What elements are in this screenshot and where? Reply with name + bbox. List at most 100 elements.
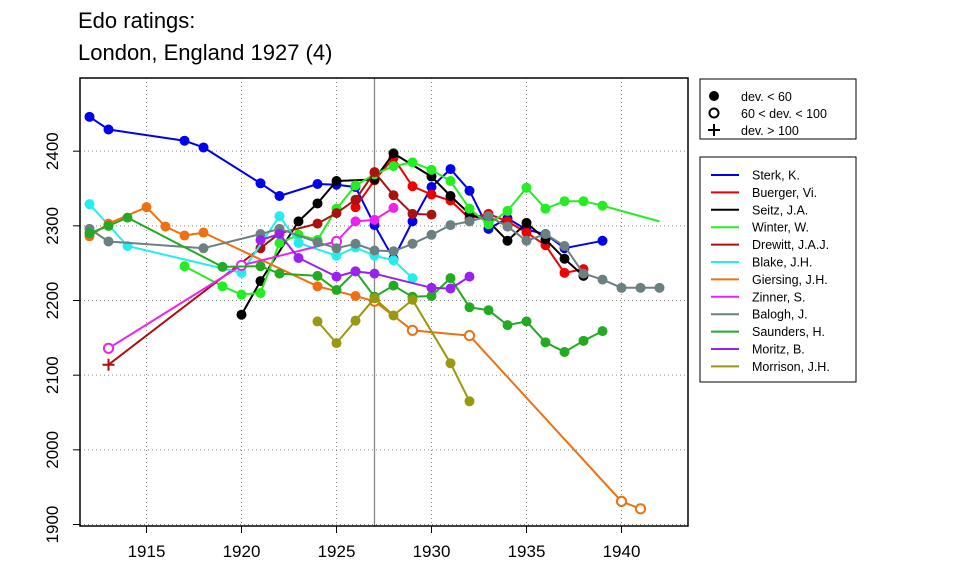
data-point: [426, 189, 437, 200]
data-point: [578, 196, 589, 207]
legend-item-zinner-s: Zinner, S.: [711, 290, 806, 304]
data-point: [597, 274, 608, 285]
data-point: [540, 337, 551, 348]
data-point: [84, 199, 95, 210]
data-point: [407, 238, 418, 249]
y-tick-label: 2000: [43, 431, 62, 469]
data-point: [274, 238, 285, 249]
data-point: [445, 176, 456, 187]
y-tick-label: 2100: [43, 356, 62, 394]
data-point: [103, 236, 114, 247]
series-line: [89, 216, 603, 353]
y-tick-label: 2300: [43, 207, 62, 245]
legend-label: Balogh, J.: [752, 308, 808, 322]
data-point: [274, 211, 285, 222]
data-point: [350, 202, 361, 213]
data-point: [445, 273, 456, 284]
data-point: [426, 182, 437, 193]
data-point: [388, 148, 399, 159]
data-point: [312, 281, 323, 292]
data-point: [559, 196, 570, 207]
y-tick-label: 2200: [43, 282, 62, 320]
data-point: [521, 182, 532, 193]
data-point: [521, 235, 532, 246]
data-point: [388, 161, 399, 172]
data-point: [84, 228, 95, 239]
data-point: [445, 283, 456, 294]
data-point: [236, 289, 247, 300]
data-point: [445, 358, 456, 369]
legend-item-winter-w: Winter, W.: [711, 221, 809, 235]
data-point: [160, 221, 171, 232]
data-point: [198, 243, 209, 254]
marker-legend-label: dev. > 100: [741, 124, 799, 138]
series-line: [240, 152, 585, 316]
data-point: [559, 253, 570, 264]
data-point: [350, 266, 361, 277]
legend-item-giersing-j-h: Giersing, J.H.: [711, 273, 828, 287]
x-tick-label: 1935: [508, 542, 546, 561]
data-point: [388, 190, 399, 201]
plus-icon: [708, 124, 720, 136]
series-morrison-j-h: [312, 293, 475, 407]
data-point: [540, 203, 551, 214]
data-point: [255, 261, 266, 272]
data-point: [331, 243, 342, 254]
legend-item-buerger-vi: Buerger, Vi.: [711, 186, 817, 200]
data-point: [255, 288, 266, 299]
data-point: [445, 220, 456, 231]
data-point: [255, 235, 266, 246]
legend-item-moritz-b: Moritz, B.: [711, 343, 805, 357]
data-point: [483, 305, 494, 316]
data-point: [369, 214, 380, 225]
data-point: [463, 330, 476, 342]
series-layer: [84, 111, 665, 515]
legend-label: Saunders, H.: [752, 325, 825, 339]
data-point: [502, 205, 513, 216]
data-point: [502, 235, 513, 246]
data-point: [426, 291, 437, 302]
data-point: [464, 396, 475, 407]
data-point: [312, 179, 323, 190]
legend-item-saunders-h: Saunders, H.: [711, 325, 825, 339]
legend-item-balogh-j: Balogh, J.: [711, 308, 808, 322]
data-point: [521, 316, 532, 327]
legend-label: Seitz, J.A.: [752, 203, 808, 217]
data-point: [84, 111, 95, 122]
data-point: [407, 216, 418, 227]
data-point: [407, 294, 418, 305]
data-point: [369, 268, 380, 279]
series-moritz-b: [255, 229, 475, 294]
legend-item-morrison-j-h: Morrison, J.H.: [711, 360, 830, 374]
data-point: [559, 241, 570, 251]
data-point: [312, 270, 323, 281]
data-point: [312, 316, 323, 327]
data-point: [464, 185, 475, 196]
data-point: [540, 229, 551, 240]
data-point: [407, 208, 418, 219]
data-point: [331, 176, 342, 187]
legend-label: Winter, W.: [752, 221, 809, 235]
legend-label: Moritz, B.: [752, 343, 805, 357]
series-balogh-j: [84, 211, 665, 293]
data-point: [198, 142, 209, 153]
data-point: [350, 180, 361, 191]
data-point: [388, 280, 399, 291]
grid: [80, 78, 688, 526]
data-point: [331, 208, 342, 219]
data-point: [406, 324, 419, 336]
data-point: [103, 220, 114, 231]
chart-title-line-2: London, England 1927 (4): [78, 40, 333, 65]
data-point: [407, 181, 418, 192]
data-point: [559, 267, 570, 278]
marker-legend-label: dev. < 60: [741, 90, 792, 104]
marker-legend: dev. < 60 60 < dev. < 100 dev. > 100: [699, 78, 857, 140]
data-point: [388, 246, 399, 257]
marker-legend-item: 60 < dev. < 100: [708, 107, 827, 121]
data-point: [388, 202, 399, 213]
data-point: [255, 276, 266, 287]
legend-label: Sterk, K.: [752, 169, 800, 183]
data-point: [312, 198, 323, 209]
legend-item-seitz-j-a: Seitz, J.A.: [711, 203, 808, 217]
